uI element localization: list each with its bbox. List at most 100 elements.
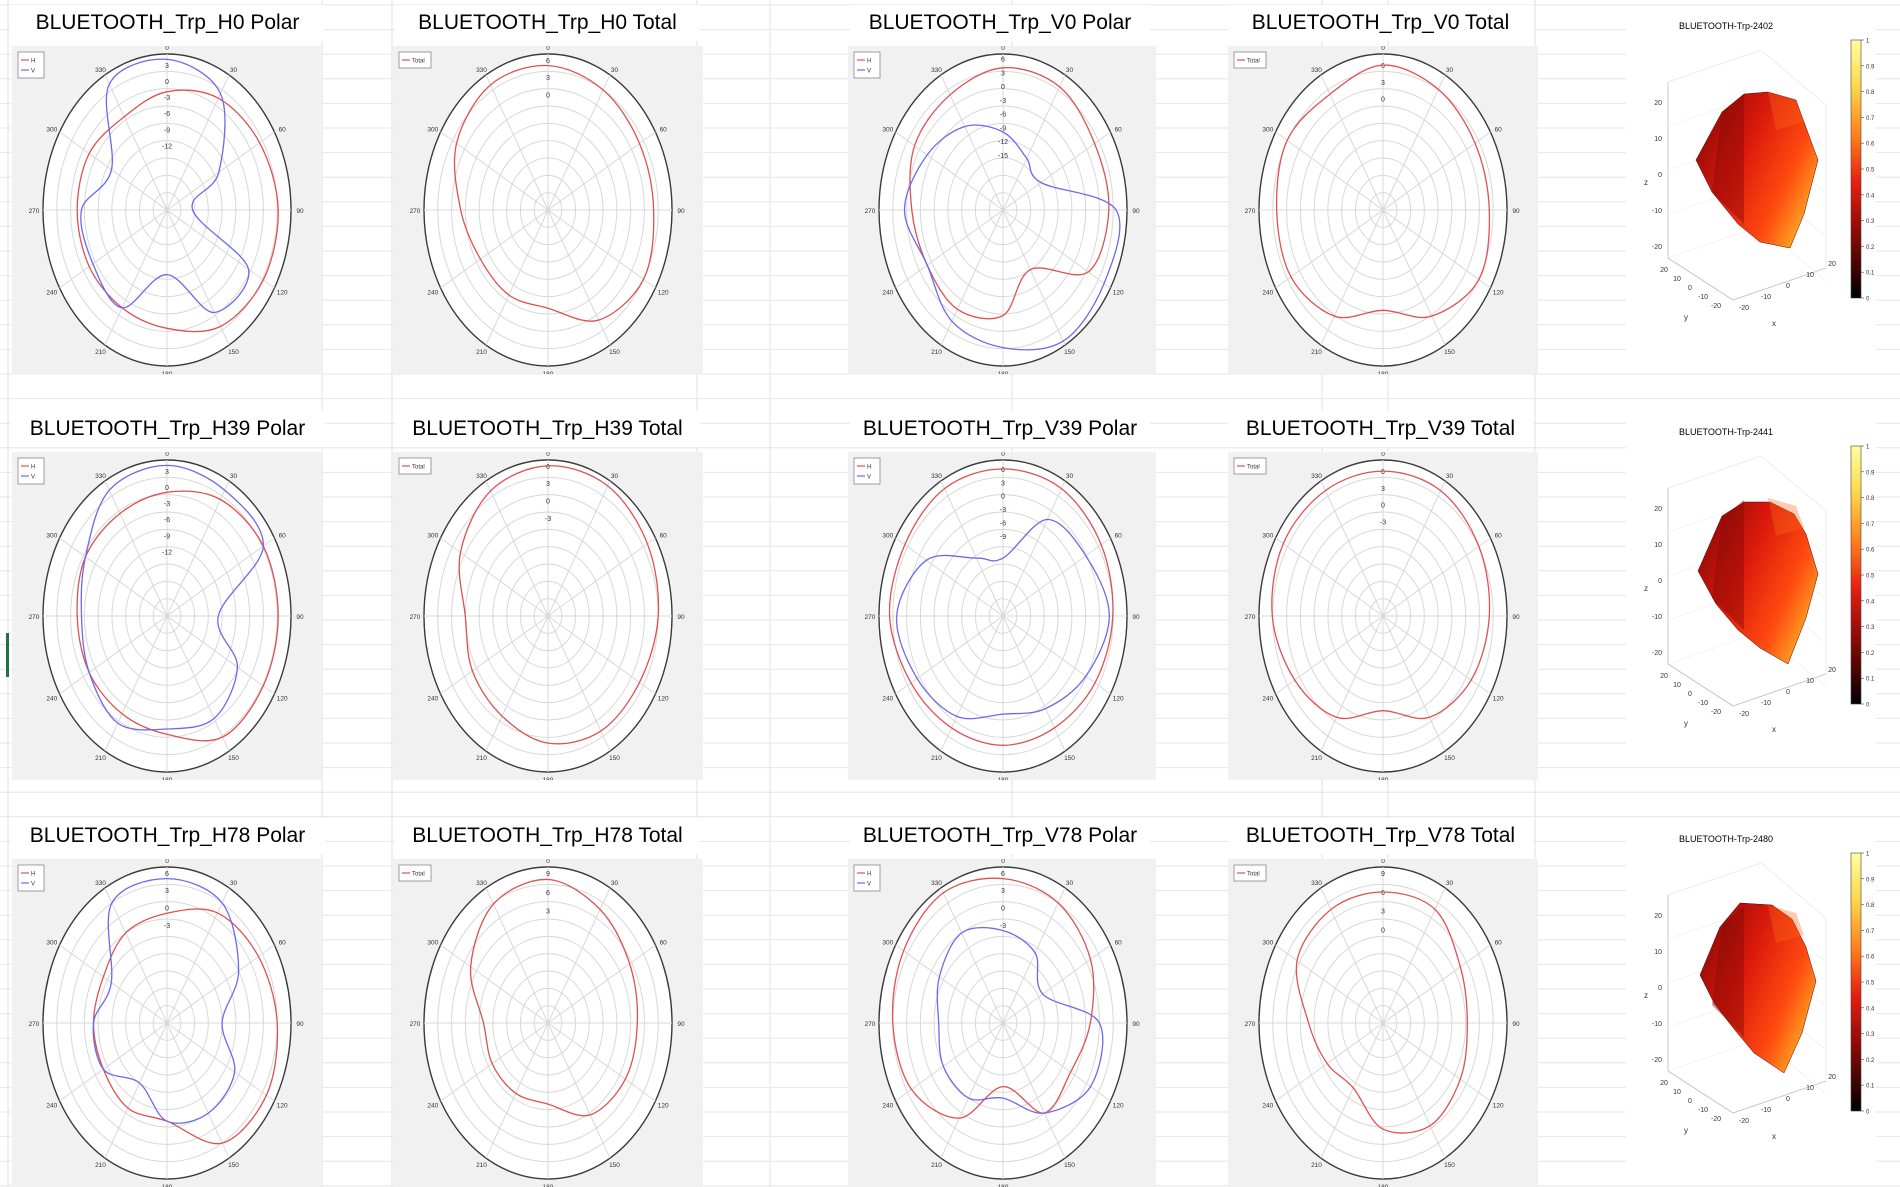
- radiation-surface[interactable]: [1695, 91, 1819, 249]
- legend-label: H: [867, 465, 871, 471]
- z-tick-label: -10: [1652, 614, 1662, 621]
- angle-tick-label: 180: [162, 1184, 173, 1187]
- grid-spoke: [1382, 615, 1491, 695]
- x-tick-label: -10: [1761, 294, 1771, 301]
- angle-tick-label: 240: [1262, 1103, 1273, 1110]
- angle-tick-label: 240: [882, 1103, 893, 1110]
- angle-tick-label: 300: [427, 127, 438, 134]
- radial-tick-label: 6: [1381, 469, 1385, 476]
- surface-title: BLUETOOTH-Trp-2402: [1679, 21, 1773, 31]
- polar-chart[interactable]: 0306090120150180210240270300330630-3-6-9…: [848, 452, 1156, 780]
- series-line-v[interactable]: [92, 877, 240, 1124]
- legend-box: [853, 864, 881, 892]
- series-line-total[interactable]: [1295, 891, 1468, 1134]
- y-tick-label: 20: [1660, 1080, 1668, 1087]
- series-line-h[interactable]: [909, 67, 1110, 320]
- polar-chart[interactable]: 0 30 60 90 120 150 180 210 240 270 300 330 9 6 3 Total: [393, 859, 703, 1187]
- angle-tick-label: 90: [1512, 208, 1520, 215]
- grid-spoke: [59, 1022, 168, 1102]
- radial-tick-label: -6: [1000, 112, 1006, 119]
- surface-3d-chart[interactable]: BLUETOOTH-Trp-2480 20 10 0 -10 -20 z 20 10 0 -10 -2…: [1626, 823, 1876, 1168]
- series-line-v[interactable]: [896, 518, 1110, 720]
- radiation-surface[interactable]: [1699, 902, 1817, 1074]
- grid-spoke: [166, 131, 275, 211]
- grid-spoke: [440, 537, 549, 617]
- polar-chart[interactable]: 0306090120150180210240270300330630-3-6-9…: [848, 46, 1156, 374]
- radial-tick-label: 6: [546, 58, 550, 65]
- polar-chart[interactable]: 0306090120150180210240270300330630Total: [1228, 46, 1538, 374]
- grid-spoke: [440, 944, 549, 1024]
- z-tick-label: 0: [1658, 985, 1662, 992]
- angle-tick-label: 60: [1495, 127, 1503, 134]
- grid-spoke: [1320, 887, 1384, 1024]
- surface-shade: [1712, 907, 1744, 1037]
- y-tick-label: 10: [1673, 1089, 1681, 1096]
- radiation-surface[interactable]: [1697, 501, 1819, 665]
- legend-label: V: [867, 882, 871, 888]
- angle-tick-label: 90: [296, 208, 304, 215]
- grid-spoke: [1002, 887, 1066, 1024]
- series-line-v[interactable]: [903, 124, 1121, 351]
- z-tick-label: 10: [1654, 136, 1662, 143]
- polar-chart[interactable]: 0306090120150180210240270300330630-3Tota…: [393, 452, 703, 780]
- series-line-v[interactable]: [80, 58, 250, 314]
- surface-title: BLUETOOTH-Trp-2441: [1679, 427, 1773, 437]
- series-line-total[interactable]: [453, 64, 655, 322]
- grid-spoke: [166, 480, 230, 617]
- grid-spoke: [166, 209, 275, 289]
- angle-tick-label: 210: [931, 755, 942, 762]
- colorbar-tick-label: 0.6: [1866, 548, 1875, 554]
- grid-spoke: [104, 615, 168, 752]
- angle-tick-label: 270: [29, 1021, 40, 1028]
- polar-chart[interactable]: 030609012015018021024027030033030-3-6-9-…: [12, 46, 322, 374]
- angle-tick-label: 240: [46, 290, 57, 297]
- polar-chart[interactable]: 0306090120150180210240270300330630-3HV: [12, 859, 322, 1187]
- series-line-v[interactable]: [936, 926, 1104, 1114]
- polar-plot-svg: 0306090120150180210240270300330630Total: [398, 46, 685, 374]
- x-tick-label: -10: [1761, 1107, 1771, 1114]
- x-tick-label: 20: [1828, 1074, 1836, 1081]
- grid-spoke: [547, 1022, 611, 1159]
- angle-tick-label: 180: [998, 777, 1009, 780]
- radial-tick-label: -6: [164, 517, 170, 524]
- angle-tick-label: 150: [609, 1162, 620, 1169]
- series-line-total[interactable]: [458, 465, 660, 745]
- series-line-total[interactable]: [1271, 470, 1491, 720]
- legend-label: V: [867, 475, 871, 481]
- angle-tick-label: 270: [410, 208, 421, 215]
- surface-highlight: [1768, 498, 1804, 536]
- legend-label: H: [31, 465, 35, 471]
- angle-tick-label: 180: [998, 1184, 1009, 1187]
- polar-chart[interactable]: 030609012015018021024027030033030-3-6-9-…: [12, 452, 322, 780]
- polar-chart[interactable]: 0306090120150180210240270300330630-3Tota…: [1228, 452, 1538, 780]
- angle-tick-label: 30: [611, 473, 619, 480]
- series-line-h[interactable]: [92, 908, 279, 1145]
- radial-tick-label: 3: [1001, 888, 1005, 895]
- grid-spoke: [1002, 74, 1066, 211]
- colorbar: [1850, 39, 1862, 299]
- colorbar-tick-label: 0: [1866, 1110, 1870, 1116]
- surface-3d-chart[interactable]: BLUETOOTH-Trp-2402 20 10 0 -10 -20 z 20 10 0 -10 -2…: [1626, 10, 1876, 355]
- angle-tick-label: 330: [95, 880, 106, 887]
- polar-chart[interactable]: 0306090120150180210240270300330630Total: [393, 46, 703, 374]
- grid-spoke: [1382, 74, 1446, 211]
- grid-spoke: [547, 209, 656, 289]
- legend: HV: [853, 864, 881, 892]
- grid-spoke: [59, 537, 168, 617]
- series-line-h[interactable]: [888, 468, 1114, 746]
- series-line-h[interactable]: [891, 877, 1095, 1119]
- radial-tick-label: -15: [998, 153, 1008, 160]
- surface-3d-chart[interactable]: BLUETOOTH-Trp-2441 20 10 0 -10 -20 z 20 10 0 -10 -2…: [1626, 416, 1876, 761]
- y-axis-label: y: [1684, 313, 1688, 322]
- polar-chart[interactable]: 0306090120150180210240270300330630-3HV: [848, 859, 1156, 1187]
- series-line-v[interactable]: [80, 464, 264, 731]
- series-line-h[interactable]: [76, 89, 279, 333]
- series-line-total[interactable]: [1275, 64, 1491, 319]
- angle-tick-label: 60: [279, 533, 287, 540]
- radial-tick-label: -9: [164, 533, 170, 540]
- polar-chart[interactable]: 03060901201501802102402703003309630Total: [1228, 859, 1538, 1187]
- z-tick-label: 20: [1654, 100, 1662, 107]
- grid-spoke: [1382, 209, 1446, 346]
- series-line-total[interactable]: [469, 878, 639, 1117]
- radial-tick-label: -3: [1000, 507, 1006, 514]
